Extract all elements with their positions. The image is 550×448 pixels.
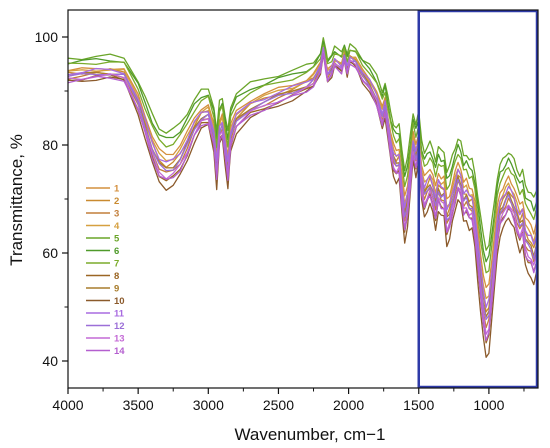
series-line-10: [68, 53, 538, 358]
highlight-region-box: [417, 9, 539, 389]
series-line-7: [68, 44, 538, 274]
x-axis-title: Wavenumber, cm−1: [234, 425, 385, 444]
x-tick-label: 3500: [123, 397, 154, 413]
x-tick-label: 3000: [193, 397, 224, 413]
series-line-3: [68, 49, 538, 329]
x-tick-label: 2000: [333, 397, 364, 413]
legend-label-7: 7: [114, 259, 119, 270]
x-tick-label: 4000: [52, 397, 83, 413]
legend-label-12: 12: [114, 321, 125, 332]
legend-label-3: 3: [114, 209, 119, 220]
series-line-5: [68, 37, 538, 251]
y-axis-title: Transmittance, %: [7, 134, 26, 266]
legend-label-6: 6: [114, 246, 119, 257]
series-layer: [68, 37, 538, 358]
legend-label-2: 2: [114, 196, 119, 207]
series-line-11: [68, 46, 538, 309]
legend-label-10: 10: [114, 296, 125, 307]
y-tick-label: 80: [42, 137, 58, 153]
legend-label-1: 1: [114, 184, 120, 195]
x-tick-label: 1500: [403, 397, 434, 413]
y-tick-label: 40: [42, 353, 58, 369]
y-tick-label: 100: [35, 29, 59, 45]
legend-label-8: 8: [114, 271, 119, 282]
series-line-6: [68, 41, 538, 263]
legend-label-5: 5: [114, 234, 120, 245]
legend-label-13: 13: [114, 334, 125, 345]
x-tick-label: 1000: [473, 397, 504, 413]
legend-label-9: 9: [114, 284, 119, 295]
x-tick-label: 2500: [263, 397, 294, 413]
legend-label-11: 11: [114, 309, 125, 320]
axes: 4000 3500 3000 2500 2000 1500 1000 40 60 80 100: [35, 9, 539, 413]
legend-label-4: 4: [114, 221, 120, 232]
y-tick-label: 60: [42, 245, 58, 261]
legend-label-14: 14: [114, 346, 125, 357]
series-line-14: [68, 52, 538, 342]
